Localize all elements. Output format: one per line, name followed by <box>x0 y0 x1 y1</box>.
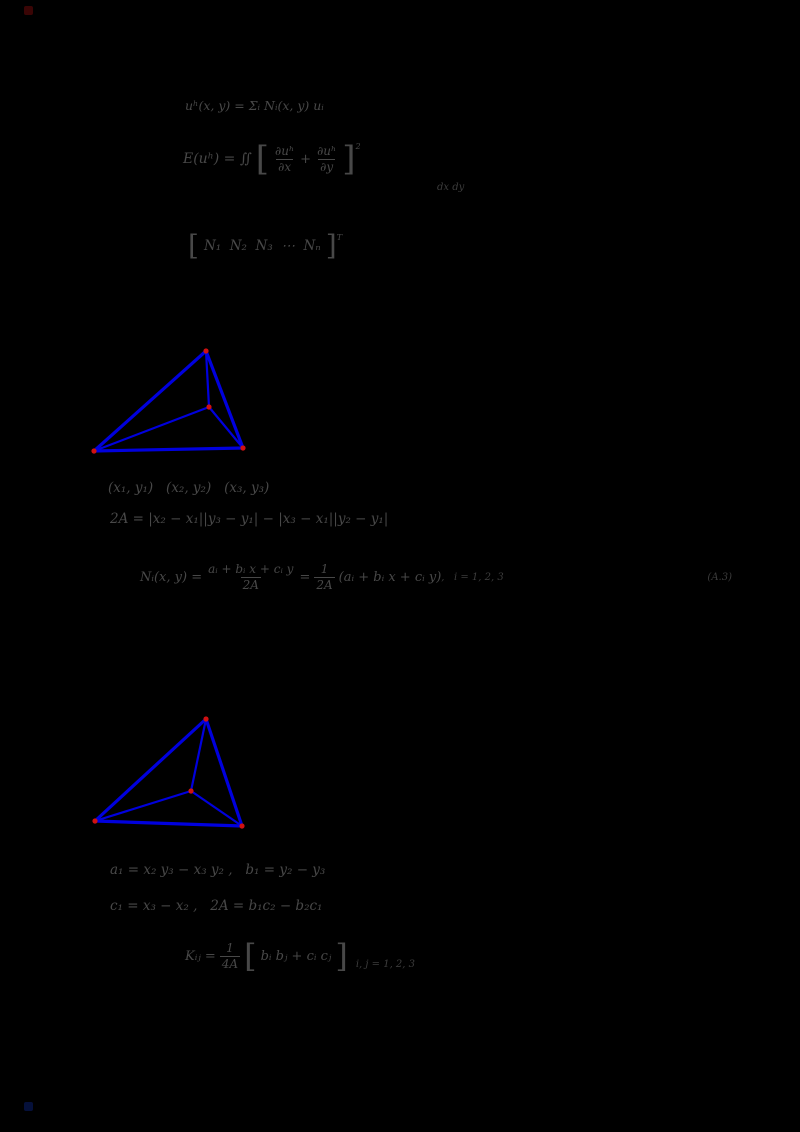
fraction-shape: aᵢ + bᵢ x + cᵢ y 2A <box>206 562 295 593</box>
equation-3: [ N₁ N₂ N₃ ⋯ Nₙ ] T <box>188 232 342 260</box>
triangle-mesh-1 <box>91 348 246 454</box>
fraction-numerator: aᵢ + bᵢ x + cᵢ y <box>208 562 294 576</box>
equation-7: a₁ = x₂ y₃ − x₃ y₂ , b₁ = y₂ − y₃ <box>110 862 326 878</box>
equation-6-condition: , i = 1, 2, 3 <box>441 572 504 583</box>
equation-8: c₁ = x₃ − x₂ , 2A = b₁c₂ − b₂c₁ <box>110 898 323 914</box>
fraction-numerator: ∂uʰ <box>317 143 337 158</box>
left-bracket: [ <box>244 937 257 975</box>
equation-2-trailing-differential: dx dy <box>437 182 465 193</box>
equation-9-lhs: Kᵢⱼ = <box>185 948 216 964</box>
equation-4: (x₁, y₁) (x₂, y₂) (x₃, y₃) <box>108 480 270 496</box>
equals-sign: = <box>299 570 311 585</box>
equation-6-tag: (A.3) <box>707 572 732 583</box>
fraction-numerator: 1 <box>320 562 329 576</box>
fraction-one-over-4A: 1 4A <box>219 940 241 972</box>
equation-5: 2A = |x₂ − x₁||y₃ − y₁| − |x₃ − x₁||y₂ −… <box>110 511 389 527</box>
corner-speck-bottom <box>24 1102 33 1111</box>
equation-9: Kᵢⱼ = 1 4A [ bᵢ bⱼ + cᵢ cⱼ ] i, j = 1, 2… <box>185 940 415 972</box>
fraction-numerator: ∂uʰ <box>275 143 295 158</box>
equation-6: Nᵢ(x, y) = aᵢ + bᵢ x + cᵢ y 2A = 1 2A (a… <box>140 562 732 593</box>
fraction-denominator: 2A <box>314 577 335 592</box>
right-bracket: ] <box>325 229 337 262</box>
left-bracket: [ <box>255 139 270 179</box>
fraction-denominator: 4A <box>219 955 241 971</box>
transpose-superscript: T <box>336 232 343 242</box>
plus-sign: + <box>300 151 312 167</box>
vector-entries: N₁ N₂ N₃ ⋯ Nₙ <box>203 238 321 254</box>
equation-9-body: bᵢ bⱼ + cᵢ cⱼ <box>260 948 332 964</box>
right-bracket: ] <box>342 139 356 179</box>
right-bracket: ] <box>335 937 348 975</box>
fraction-denominator: 2A <box>240 577 261 592</box>
triangle-mesh-2 <box>92 716 245 829</box>
fraction-denominator: ∂y <box>318 158 336 174</box>
fraction-denominator: ∂x <box>276 158 294 174</box>
fraction-numerator: 1 <box>226 940 234 955</box>
fraction-one-over-2A: 1 2A <box>314 562 335 593</box>
left-bracket: [ <box>188 229 199 262</box>
equation-1: uʰ(x, y) = Σᵢ Nᵢ(x, y) uᵢ <box>185 98 324 113</box>
equation-9-index-range: i, j = 1, 2, 3 <box>355 959 416 970</box>
equation-6-lhs: Nᵢ(x, y) = <box>140 570 203 585</box>
equation-6-rhs: (aᵢ + bᵢ x + cᵢ y) <box>338 570 442 585</box>
fraction-du-dy: ∂uʰ ∂y <box>315 144 338 175</box>
corner-speck-top <box>24 6 33 15</box>
fraction-du-dx: ∂uʰ ∂x <box>273 144 296 175</box>
equation-2-lhs: E(uʰ) = ∬ <box>183 151 252 167</box>
equation-2: E(uʰ) = ∬ [ ∂uʰ ∂x + ∂uʰ ∂y ] 2 <box>183 142 361 176</box>
exponent: 2 <box>355 142 361 151</box>
